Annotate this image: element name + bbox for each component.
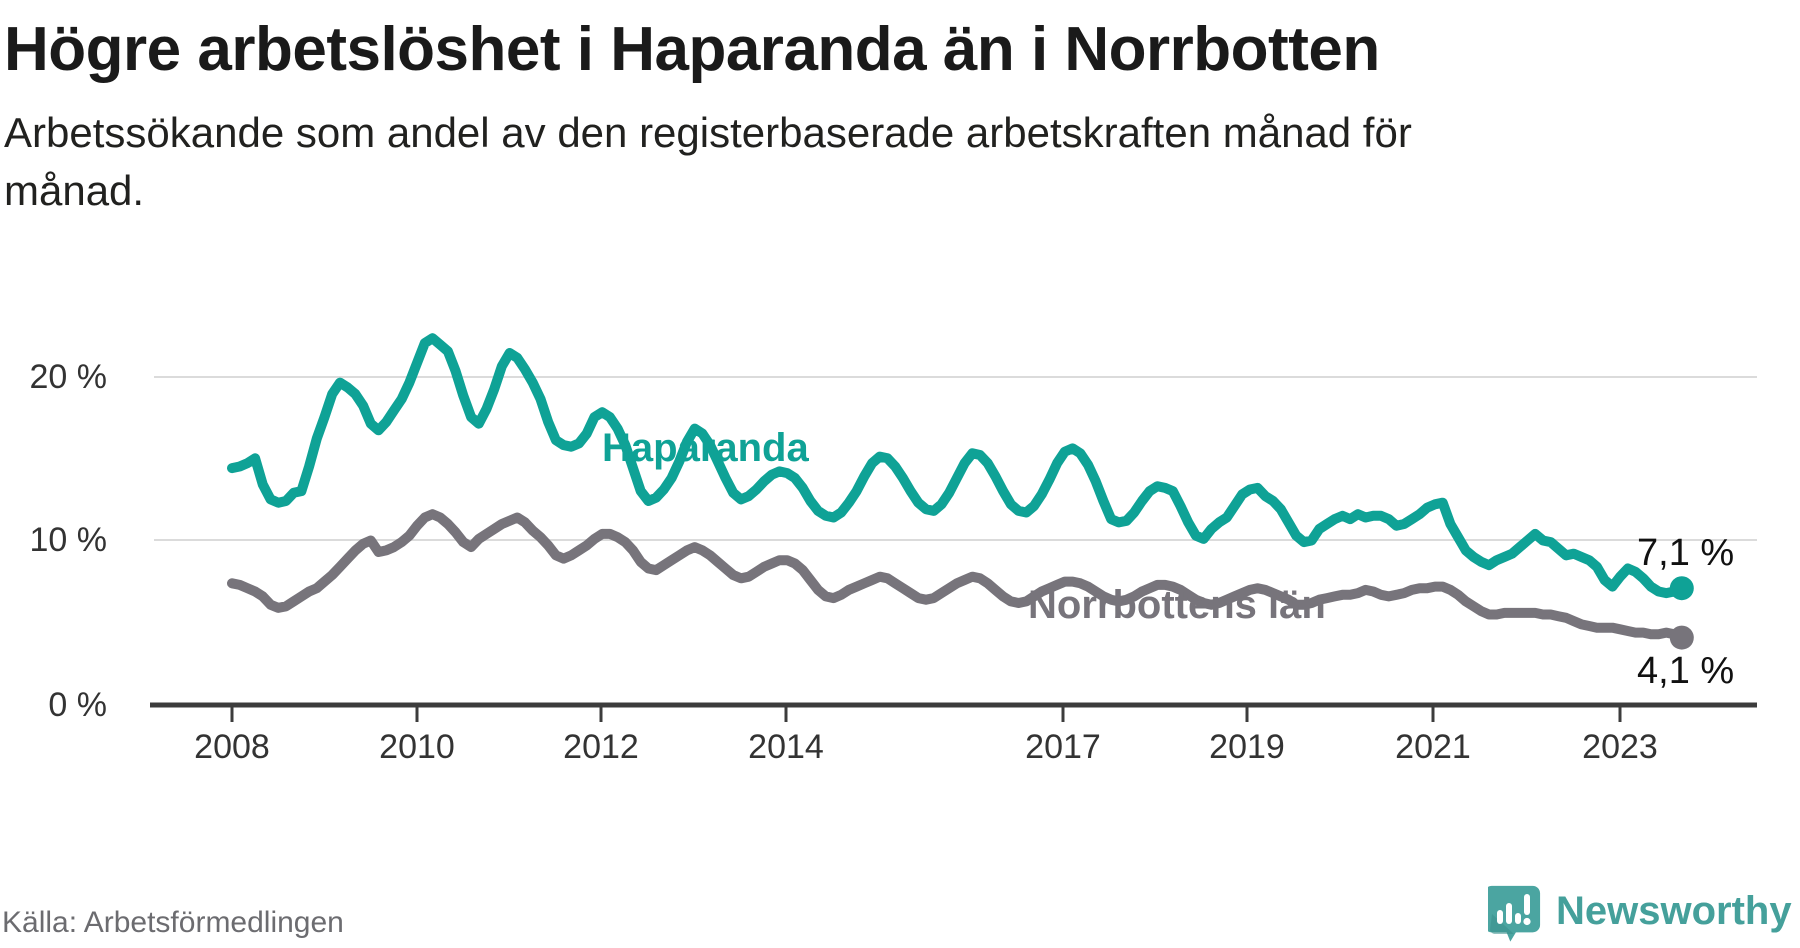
series-end-dot-norrbotten — [1669, 625, 1694, 650]
x-tick-2019: 2019 — [1209, 728, 1285, 766]
end-value-haparanda: 7,1 % — [1637, 532, 1735, 574]
y-tick-20: 20 % — [29, 358, 108, 396]
series-end-dot-haparanda — [1669, 576, 1694, 601]
page-subtitle: Arbetssökande som andel av den registerb… — [4, 109, 1412, 214]
logo-bars — [1497, 894, 1531, 926]
logo-fold — [1490, 914, 1514, 934]
newsworthy-logo-icon — [1488, 885, 1541, 942]
x-tick-2010: 2010 — [379, 728, 455, 766]
series-label-haparanda: Haparanda — [602, 426, 809, 470]
series-label-norrbotten: Norrbottens län — [1028, 583, 1326, 627]
x-tick-2014: 2014 — [748, 728, 824, 766]
x-tick-2008: 2008 — [194, 728, 270, 766]
brand-name: Newsworthy — [1556, 889, 1792, 933]
series-line-haparanda — [227, 333, 1687, 599]
y-tick-0: 0 % — [48, 686, 107, 724]
page-title: Högre arbetslöshet i Haparanda än i Norr… — [4, 15, 1380, 84]
x-tick-2012: 2012 — [563, 728, 639, 766]
x-tick-2021: 2021 — [1395, 728, 1471, 766]
end-value-norrbotten: 4,1 % — [1637, 650, 1735, 692]
y-tick-10: 10 % — [29, 521, 108, 559]
series-line-norrbotten — [227, 509, 1687, 643]
x-tick-2023: 2023 — [1582, 728, 1658, 766]
x-tick-2017: 2017 — [1025, 728, 1101, 766]
x-axis-ticks — [230, 707, 1622, 722]
source-note: Källa: Arbetsförmedlingen — [2, 906, 344, 939]
